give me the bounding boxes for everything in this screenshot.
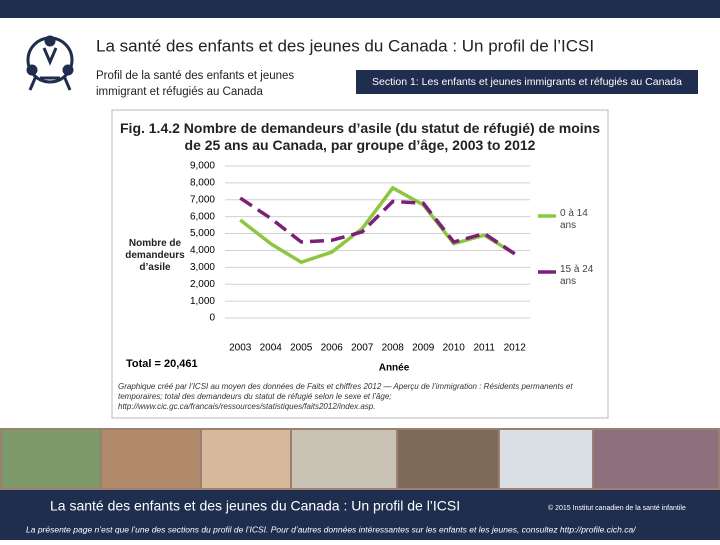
chart-title-box: Fig. 1.4.2 Nombre de demandeurs d’asile … bbox=[120, 120, 600, 153]
subtitle-box: Profil de la santé des enfants et jeunes… bbox=[96, 70, 295, 98]
photo bbox=[292, 430, 396, 488]
legend-box: 0 à 14 ans bbox=[560, 208, 588, 231]
y-tick-label: 7,000 bbox=[190, 194, 215, 205]
photo bbox=[594, 430, 718, 488]
footer-title: La santé des enfants et des jeunes du Ca… bbox=[50, 498, 460, 514]
chart-title: Fig. 1.4.2 Nombre de demandeurs d’asile … bbox=[120, 120, 600, 153]
section-label: Section 1: Les enfants et jeunes immigra… bbox=[372, 76, 682, 88]
y-tick-label: 4,000 bbox=[190, 245, 215, 256]
x-tick-label: 2006 bbox=[321, 343, 344, 354]
y-tick-label: 8,000 bbox=[190, 178, 215, 189]
footer-copyright: © 2015 Institut canadien de la santé inf… bbox=[548, 504, 686, 512]
x-tick-label: 2009 bbox=[412, 343, 435, 354]
source-box: Graphique créé par l’ICSI au moyen des d… bbox=[118, 382, 573, 411]
y-tick-label: 5,000 bbox=[190, 228, 215, 239]
legend-label: 15 à 24 ans bbox=[560, 264, 594, 287]
y-tick-label: 2,000 bbox=[190, 279, 215, 290]
y-label-box: Nombre de demandeurs d’asile bbox=[125, 238, 185, 273]
section-box bbox=[356, 70, 698, 94]
series-line bbox=[239, 196, 516, 256]
photo bbox=[102, 430, 200, 488]
y-tick-label: 0 bbox=[209, 313, 215, 324]
photo-strip bbox=[0, 428, 720, 490]
logo bbox=[26, 35, 74, 91]
source: Graphique créé par l’ICSI au moyen des d… bbox=[118, 382, 573, 411]
x-tick-label: 2011 bbox=[473, 343, 495, 354]
footer-note: La présente page n’est que l’une des sec… bbox=[26, 524, 637, 534]
title: La santé des enfants et des jeunes du Ca… bbox=[96, 36, 594, 55]
y-tick-label: 1,000 bbox=[190, 296, 215, 307]
y-tick-label: 6,000 bbox=[190, 211, 215, 222]
x-tick-label: 2008 bbox=[382, 343, 405, 354]
x-axis-label: Année bbox=[379, 363, 410, 374]
subtitle: Profil de la santé des enfants et jeunes… bbox=[96, 70, 295, 98]
x-tick-label: 2003 bbox=[229, 343, 252, 354]
chart-frame bbox=[111, 109, 609, 419]
photo bbox=[2, 430, 100, 488]
x-tick-label: 2010 bbox=[443, 343, 466, 354]
y-tick-label: 3,000 bbox=[190, 262, 215, 273]
photo bbox=[398, 430, 498, 488]
x-tick-label: 2005 bbox=[290, 343, 313, 354]
legend-box: 15 à 24 ans bbox=[560, 264, 594, 287]
y-axis-label: Nombre de demandeurs d’asile bbox=[125, 238, 185, 273]
x-tick-label: 2012 bbox=[504, 343, 527, 354]
photo bbox=[500, 430, 592, 488]
y-tick-label: 9,000 bbox=[190, 161, 215, 172]
x-tick-label: 2004 bbox=[260, 343, 283, 354]
legend-label: 0 à 14 ans bbox=[560, 208, 588, 231]
total: Total = 20,461 bbox=[126, 358, 198, 370]
footer-bar bbox=[0, 490, 720, 540]
x-tick-label: 2007 bbox=[351, 343, 374, 354]
photo bbox=[202, 430, 290, 488]
top-bar bbox=[0, 0, 720, 18]
